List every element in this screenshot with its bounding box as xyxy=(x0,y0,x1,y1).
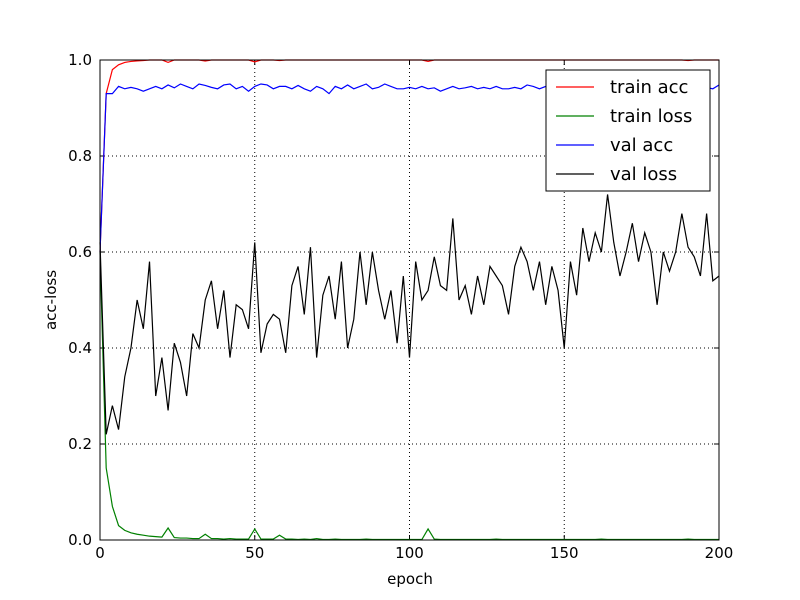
legend-box xyxy=(545,69,711,192)
y-tick-label: 0.4 xyxy=(68,339,92,357)
y-tick-label: 1.0 xyxy=(68,51,92,69)
y-tick-label: 0.6 xyxy=(68,243,92,261)
x-axis-label: epoch xyxy=(387,570,433,588)
y-axis-label: acc-loss xyxy=(42,270,60,330)
y-tick-label: 0.8 xyxy=(68,147,92,165)
x-tick-label: 150 xyxy=(550,544,579,562)
x-tick-label: 200 xyxy=(705,544,734,562)
x-tick-label: 100 xyxy=(395,544,424,562)
x-tick-label: 0 xyxy=(95,544,105,562)
y-tick-label: 0.0 xyxy=(68,531,92,549)
legend-label: val loss xyxy=(610,164,677,185)
legend-label: train loss xyxy=(610,106,692,127)
x-tick-label: 50 xyxy=(245,544,264,562)
legend-label: val acc xyxy=(610,135,673,156)
legend-label: train acc xyxy=(610,77,688,98)
plot-frame xyxy=(99,59,720,541)
y-tick-label: 0.2 xyxy=(68,435,92,453)
series-line xyxy=(99,194,720,435)
